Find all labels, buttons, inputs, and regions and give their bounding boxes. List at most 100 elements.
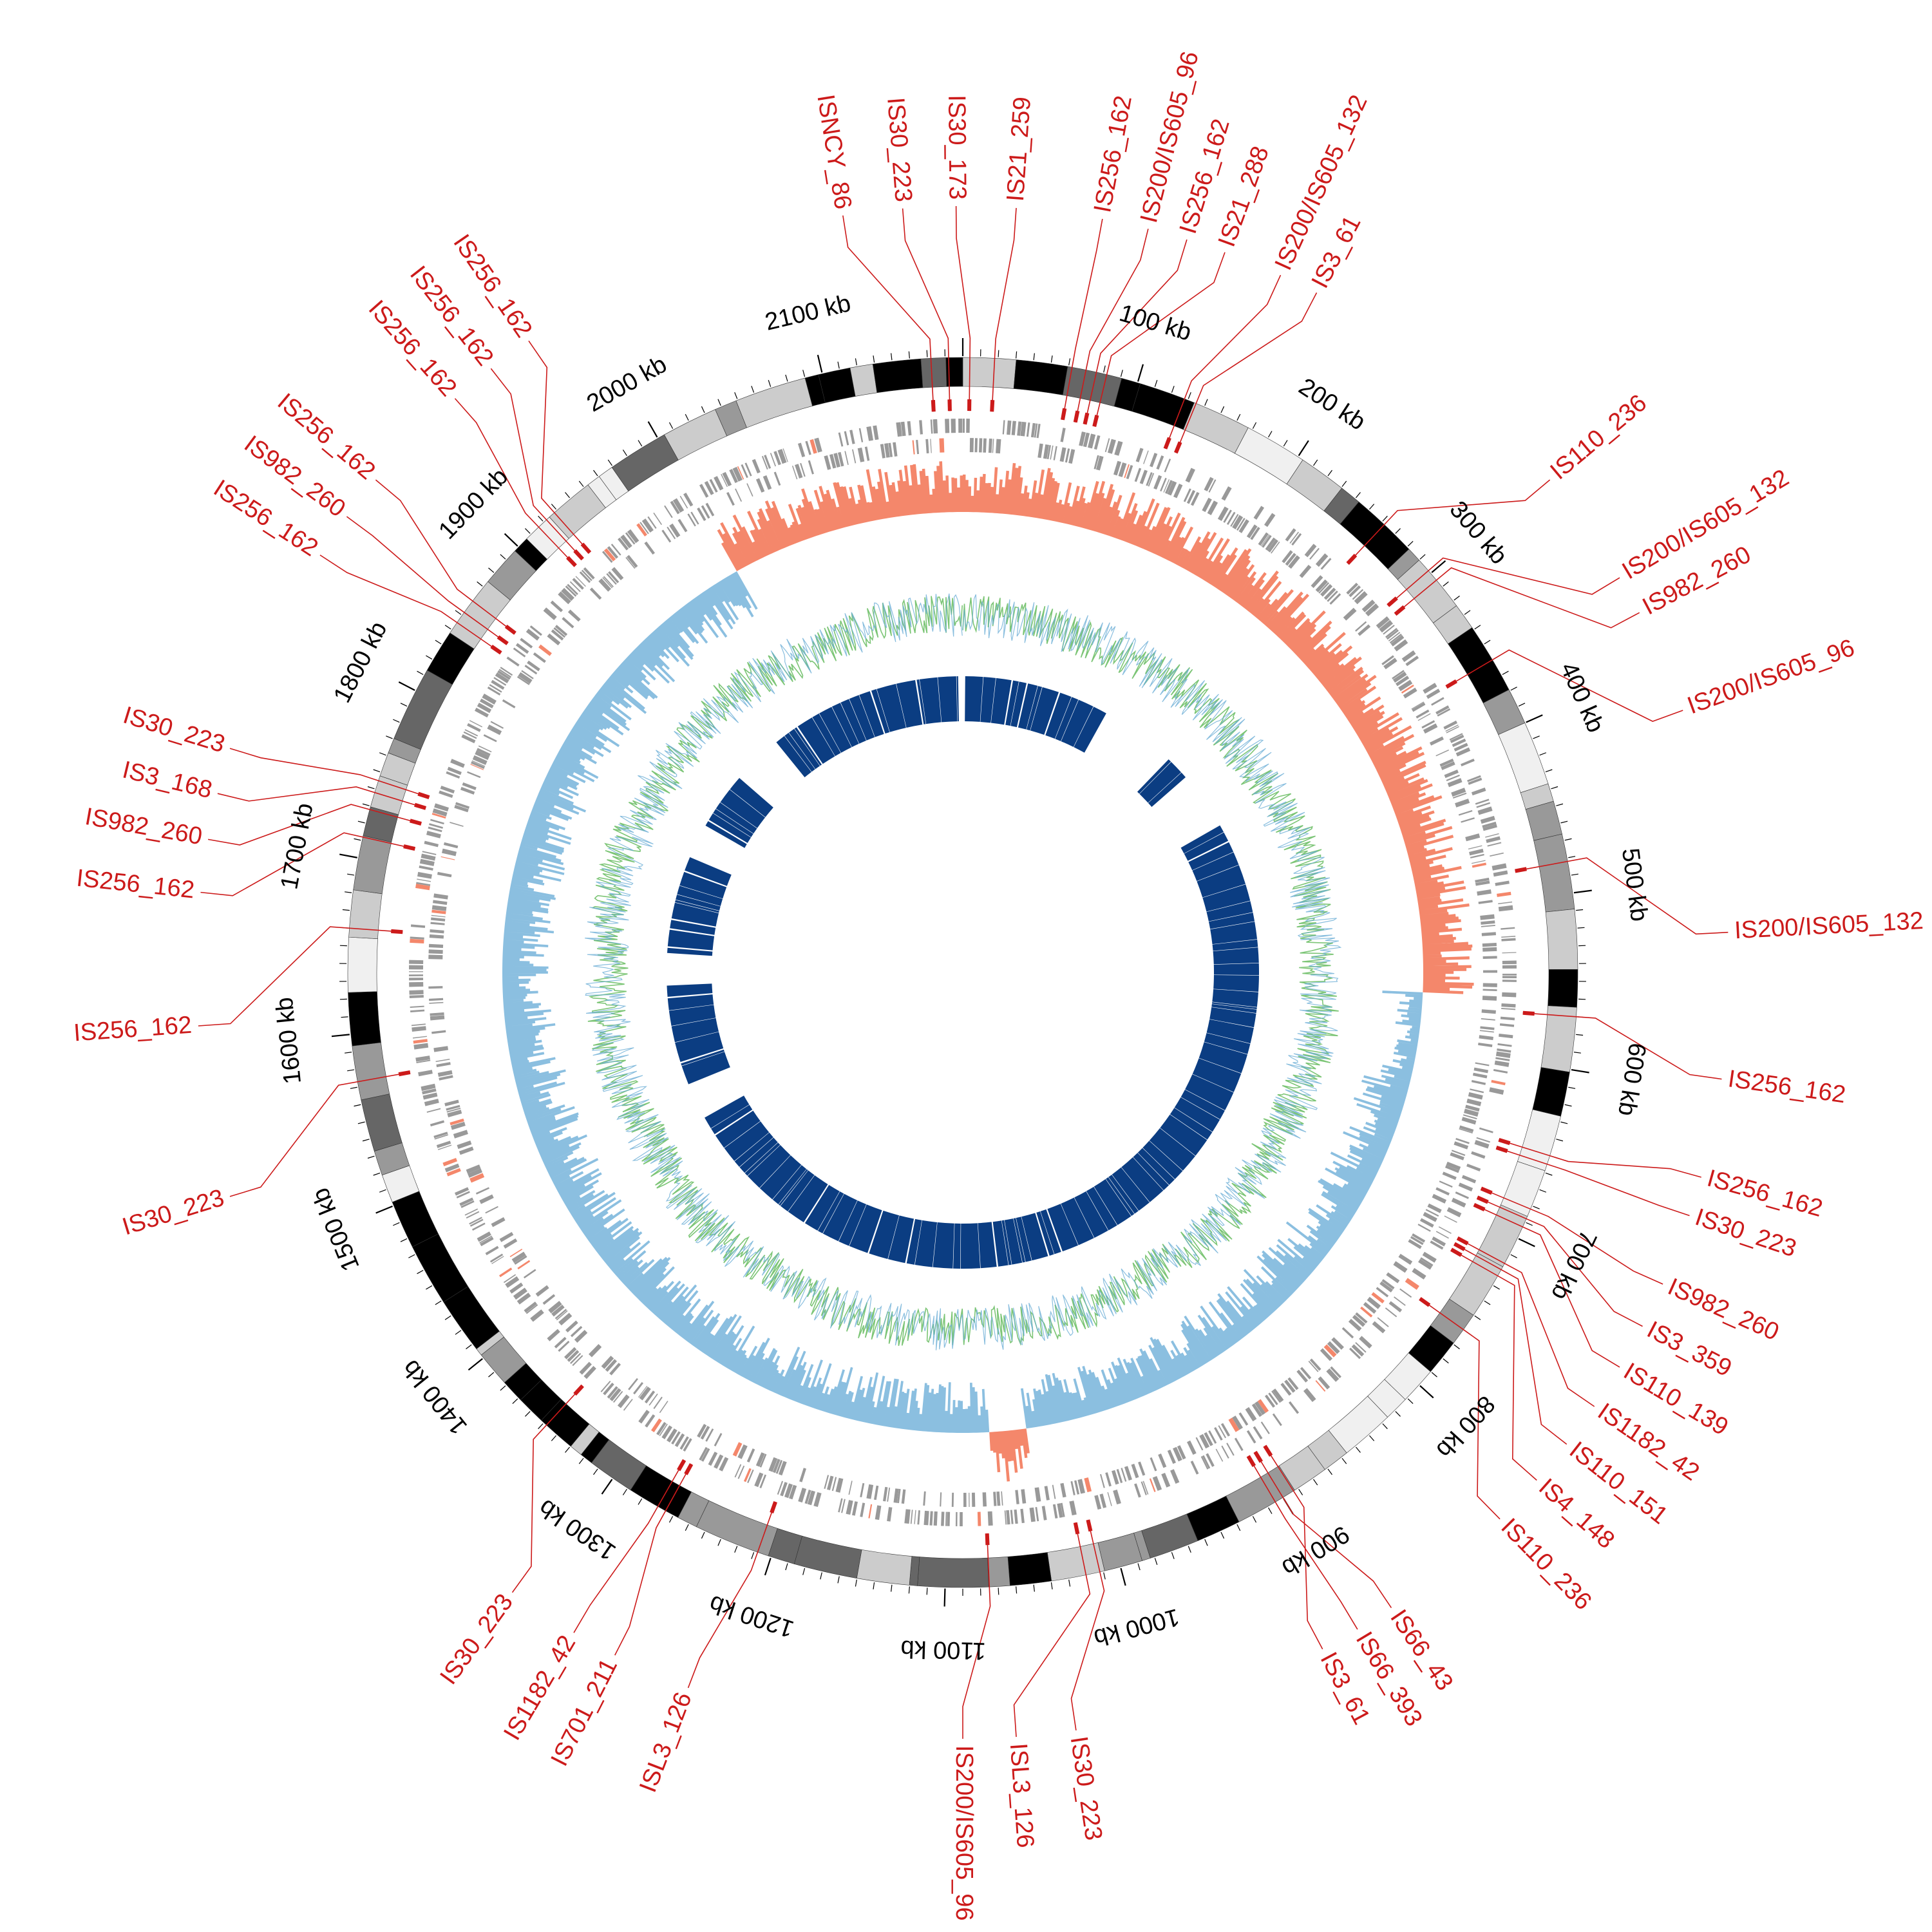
is-leader-line xyxy=(1347,479,1551,564)
gene-bar xyxy=(1475,880,1490,886)
scale-tick xyxy=(1571,873,1578,876)
gene-bar xyxy=(495,672,509,684)
gene-bar xyxy=(529,625,542,636)
karyotype-band xyxy=(353,835,392,895)
is-element-label: IS256_162 xyxy=(73,1012,193,1047)
gene-bar xyxy=(1412,702,1426,712)
gene-bar xyxy=(1349,1347,1361,1359)
gene-bar xyxy=(1477,806,1493,815)
is-element-label: IS200/IS605_132 xyxy=(1734,907,1924,944)
gene-bar xyxy=(491,1256,504,1264)
homology-block xyxy=(1036,1211,1054,1256)
scale-tick xyxy=(551,504,557,510)
gene-bar xyxy=(1149,1478,1156,1492)
is-leader-line xyxy=(1084,239,1188,425)
gene-bar xyxy=(1455,747,1471,757)
gene-bar xyxy=(589,587,602,600)
karyotype-band xyxy=(1545,909,1578,970)
gene-bar xyxy=(1043,444,1049,459)
gene-bar xyxy=(421,1083,436,1092)
kb-label: 1800 kb xyxy=(328,618,392,707)
gene-bar xyxy=(526,1304,538,1314)
scale-tick xyxy=(342,909,350,911)
scale-tick xyxy=(350,1086,357,1089)
homology-block xyxy=(1027,686,1043,731)
gene-bar xyxy=(1095,455,1104,471)
gene-bar xyxy=(502,699,516,708)
gene-bar xyxy=(547,633,561,646)
homology-block xyxy=(784,732,815,772)
gene-bar xyxy=(1450,734,1464,743)
gene-bar xyxy=(1020,1508,1025,1524)
scale-tick xyxy=(998,350,999,357)
gene-bar xyxy=(480,1236,494,1247)
gene-bar xyxy=(791,465,798,480)
gene-bar xyxy=(1221,486,1232,501)
is-leader-line xyxy=(217,786,426,809)
karyotype-band xyxy=(352,1042,390,1101)
gene-bar xyxy=(671,1431,681,1445)
gene-bar xyxy=(1200,1456,1209,1470)
gene-bar xyxy=(844,431,849,446)
gene-bar xyxy=(925,439,929,453)
gene-bar xyxy=(1482,996,1497,1001)
homology-block xyxy=(667,983,713,997)
homology-block xyxy=(747,1145,791,1188)
karyotype-band xyxy=(348,889,383,940)
gene-bar xyxy=(509,1282,524,1294)
homology-block xyxy=(1192,1058,1242,1092)
homology-block xyxy=(871,689,890,734)
gene-bar xyxy=(1449,733,1463,741)
gene-bar xyxy=(455,1187,469,1196)
scale-tick xyxy=(455,1330,462,1335)
gene-bar xyxy=(524,1302,537,1313)
gene-bar xyxy=(1475,877,1490,883)
scale-tick xyxy=(891,1584,893,1592)
is-leader-line xyxy=(1395,567,1640,629)
gene-bar xyxy=(1153,475,1162,490)
gene-bar xyxy=(1026,422,1030,437)
gene-bar xyxy=(1393,1261,1408,1273)
gene-bar xyxy=(1450,1152,1464,1160)
gene-bar xyxy=(1466,1163,1481,1171)
scale-tick xyxy=(512,1398,518,1404)
gene-bar xyxy=(1422,1251,1437,1263)
gene-bar xyxy=(1495,1057,1510,1061)
gene-bar xyxy=(1190,491,1200,506)
gene-bar xyxy=(432,808,448,817)
gene-bar xyxy=(1383,625,1395,635)
homology-block xyxy=(1210,922,1258,945)
scale-tick xyxy=(1464,610,1471,615)
karyotype-band xyxy=(1548,969,1578,1008)
gene-bar xyxy=(1118,462,1127,477)
scale-tick xyxy=(873,355,875,363)
scale-tick xyxy=(435,639,442,645)
homology-block xyxy=(859,691,884,737)
karyotype-band xyxy=(945,357,963,387)
gene-bar xyxy=(777,1481,784,1495)
scale-tick xyxy=(1355,492,1361,498)
scale-tick xyxy=(607,459,612,466)
gene-bar xyxy=(469,1218,484,1227)
gene-bar xyxy=(987,1511,993,1526)
gene-bar xyxy=(422,1088,437,1095)
scale-tick xyxy=(331,1034,350,1037)
homology-block xyxy=(1061,1197,1094,1245)
gene-bar xyxy=(1493,870,1508,877)
gene-bar xyxy=(1446,726,1459,734)
gene-bar xyxy=(1287,1377,1299,1390)
gene-bar xyxy=(1367,1296,1381,1309)
gene-bar xyxy=(857,447,865,462)
homology-block xyxy=(1040,1209,1061,1255)
gene-bar xyxy=(1386,629,1399,640)
gene-bar xyxy=(1416,709,1430,719)
homology-block xyxy=(1180,825,1224,854)
gene-bar xyxy=(511,1251,526,1264)
gene-bar xyxy=(1208,479,1217,493)
gene-bar xyxy=(1502,973,1517,976)
gene-bar xyxy=(1223,509,1232,523)
gene-bar xyxy=(1363,1302,1377,1314)
gene-bar xyxy=(1432,1193,1447,1204)
scale-tick xyxy=(855,358,857,366)
gene-bar xyxy=(1204,1432,1213,1446)
